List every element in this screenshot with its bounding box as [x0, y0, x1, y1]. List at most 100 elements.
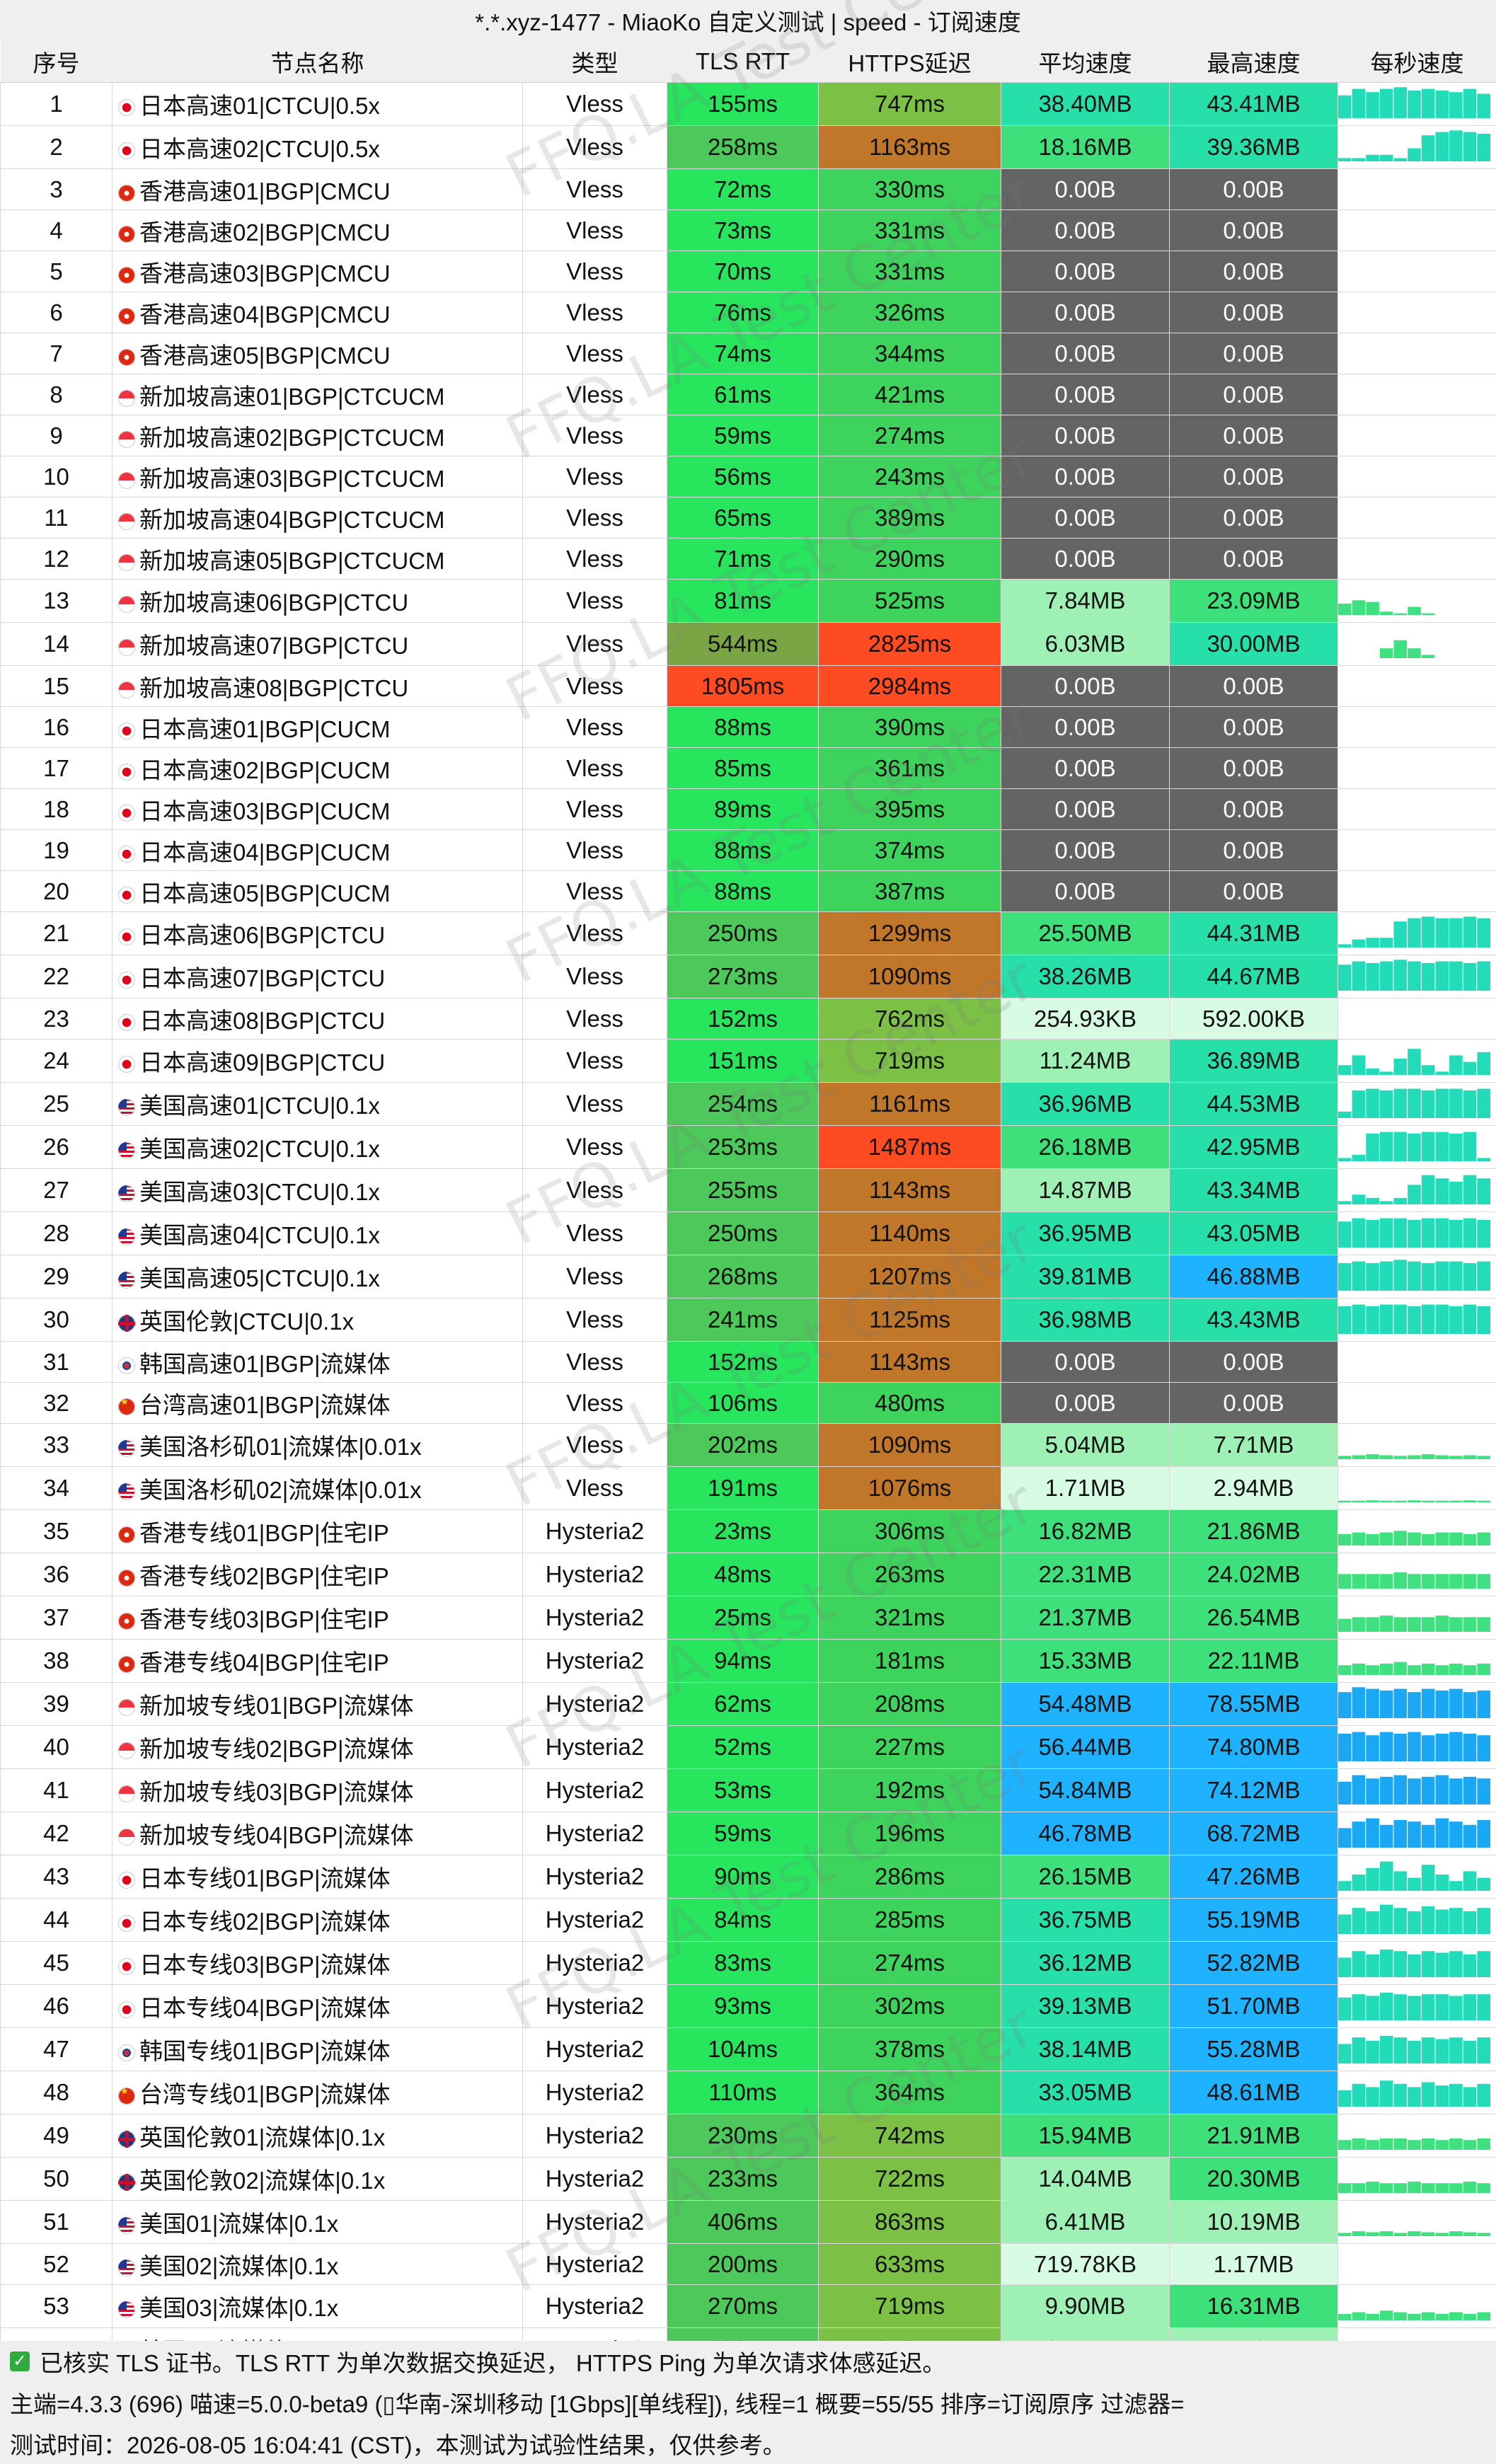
cell-tls-rtt: 152ms: [667, 1341, 819, 1383]
sparkline-bar: [1477, 2183, 1490, 2193]
cell-index: 10: [0, 456, 113, 497]
cell-node-name: 新加坡高速01|BGP|CTCUCM: [112, 374, 523, 415]
sparkline-bar: [1366, 1818, 1379, 1848]
cell-type: Vless: [522, 1298, 667, 1342]
sparkline-bar: [1463, 2087, 1477, 2107]
cell-index: 47: [0, 2027, 113, 2071]
sparkline-bar: [1366, 1911, 1379, 1934]
cell-https-latency: 2825ms: [818, 622, 1001, 666]
cell-index: 27: [0, 1168, 113, 1212]
cell-index: 18: [0, 788, 113, 830]
cell-https-latency: 1163ms: [818, 125, 1001, 169]
table-row: 45 日本专线03|BGP|流媒体 Hysteria2 83ms 274ms 36.12M…: [0, 1941, 1496, 1985]
flag-sg-icon: [118, 1699, 135, 1717]
sparkline-bar: [1352, 1090, 1366, 1118]
sparkline-bar: [1449, 1456, 1463, 1459]
sparkline-bar: [1338, 2183, 1352, 2193]
cell-type: Hysteria2: [522, 1812, 667, 1855]
sparkline-bar: [1366, 1088, 1379, 1118]
cell-tls-rtt: 250ms: [667, 1211, 819, 1255]
sparkline-bar: [1463, 2040, 1477, 2063]
cell-tls-rtt: 273ms: [667, 955, 819, 998]
cell-tls-rtt: 268ms: [667, 1255, 819, 1299]
sparkline-bar: [1393, 1819, 1408, 1848]
cell-per-second-sparkline: [1337, 870, 1496, 912]
cell-index: 26: [0, 1125, 113, 1169]
sparkline-bar: [1352, 1532, 1366, 1545]
cell-index: 11: [0, 497, 113, 539]
node-name-text: 香港高速04|BGP|CMCU: [139, 301, 391, 328]
cell-index: 12: [0, 538, 113, 580]
cell-avg-speed: 39.81MB: [1001, 1255, 1170, 1299]
sparkline-bar: [1477, 1908, 1490, 1934]
sparkline-bar: [1477, 2233, 1490, 2236]
sparkline-bar: [1338, 1111, 1352, 1118]
cell-avg-speed: 7.84MB: [1001, 579, 1170, 623]
cell-avg-speed: 0.00B: [1001, 292, 1170, 333]
cell-node-name: 日本高速08|BGP|CTCU: [112, 998, 523, 1040]
cell-https-latency: 525ms: [818, 579, 1001, 623]
cell-type: Vless: [522, 1125, 667, 1169]
cell-index: 7: [0, 333, 113, 374]
table-row: 12 新加坡高速05|BGP|CTCUCM Vless 71ms 290ms 0.00B 0…: [0, 538, 1496, 580]
flag-us-icon: [118, 1185, 135, 1203]
sparkline-bar: [1477, 1219, 1490, 1248]
sparkline-bar: [1393, 2083, 1408, 2107]
sparkline-bar: [1421, 1065, 1435, 1075]
sparkline-bar: [1379, 1090, 1393, 1118]
cell-tls-rtt: 241ms: [667, 1298, 819, 1342]
table-row: 5 香港高速03|BGP|CMCU Vless 70ms 331ms 0.00B 0.00B: [0, 251, 1496, 292]
sparkline-bar: [1366, 1867, 1379, 1891]
sparkline-bar: [1352, 1875, 1366, 1891]
cell-avg-speed: 0.00B: [1001, 538, 1170, 580]
sparkline-bar: [1379, 1732, 1393, 1761]
cell-type: Vless: [522, 1255, 667, 1299]
sparkline-bar: [1477, 1532, 1490, 1545]
cell-avg-speed: 38.26MB: [1001, 955, 1170, 998]
sparkline-bar: [1421, 2138, 1435, 2150]
cell-avg-speed: 46.78MB: [1001, 1812, 1170, 1855]
table-row: 15 新加坡高速08|BGP|CTCU Vless 1805ms 2984ms 0.00B…: [0, 665, 1496, 707]
cell-max-speed: 43.34MB: [1169, 1168, 1338, 1212]
cell-type: Vless: [522, 1082, 667, 1126]
sparkline-bar: [1421, 2183, 1435, 2193]
sparkline-bar: [1421, 1304, 1435, 1334]
cell-https-latency: 1207ms: [818, 1255, 1001, 1299]
cell-avg-speed: 11.24MB: [1001, 1039, 1170, 1083]
sparkline-bar: [1352, 2183, 1366, 2193]
cell-https-latency: 374ms: [818, 829, 1001, 871]
cell-max-speed: 0.00B: [1169, 374, 1338, 415]
sparkline-bar: [1393, 1775, 1408, 1804]
cell-node-name: 日本高速06|BGP|CTCU: [112, 911, 523, 955]
sparkline-bar: [1338, 1201, 1352, 1204]
flag-sg-icon: [118, 1829, 135, 1846]
node-name-text: 新加坡高速04|BGP|CTCUCM: [139, 506, 445, 533]
sparkline-bar: [1477, 1617, 1490, 1632]
node-name-text: 日本专线02|BGP|流媒体: [139, 1909, 391, 1935]
sparkline-bar: [1379, 154, 1393, 161]
table-row: 53 美国03|流媒体|0.1x Hysteria2 270ms 719ms 9.90MB…: [0, 2284, 1496, 2328]
cell-tls-rtt: 65ms: [667, 497, 819, 539]
sparkline-bar: [1449, 2037, 1463, 2063]
cell-index: 4: [0, 209, 113, 251]
sparkline-bar: [1352, 1261, 1366, 1291]
sparkline-bar: [1463, 1776, 1477, 1804]
sparkline-bar: [1421, 1218, 1435, 1248]
table-row: 37 香港专线03|BGP|住宅IP Hysteria2 25ms 321ms 21.37…: [0, 1596, 1496, 1640]
sparkline-bar: [1463, 1665, 1477, 1675]
cell-tls-rtt: 72ms: [667, 168, 819, 210]
cell-type: Vless: [522, 251, 667, 292]
cell-per-second-sparkline: [1337, 2114, 1496, 2158]
cell-type: Vless: [522, 82, 667, 126]
sparkline-bar: [1463, 1262, 1477, 1291]
sparkline-bar: [1435, 1952, 1449, 1977]
cell-avg-speed: 14.87MB: [1001, 1168, 1170, 1212]
sparkline-bar: [1421, 655, 1435, 658]
flag-jp-icon: [118, 722, 135, 739]
sparkline-bar: [1366, 1454, 1379, 1459]
sparkline-bar: [1338, 965, 1352, 991]
node-name-text: 美国洛杉矶02|流媒体|0.01x: [139, 1477, 422, 1503]
table-row: 52 美国02|流媒体|0.1x Hysteria2 200ms 633ms 719.78…: [0, 2243, 1496, 2285]
sparkline-bar: [1393, 1733, 1408, 1761]
cell-max-speed: 1.17MB: [1169, 2243, 1338, 2285]
